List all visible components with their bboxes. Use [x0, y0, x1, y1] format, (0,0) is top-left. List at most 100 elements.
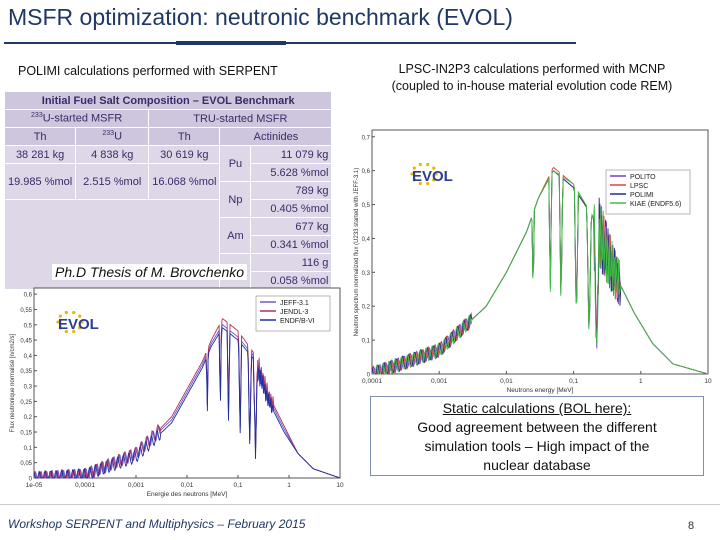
logo-star: [78, 326, 82, 330]
cell-am: Am: [219, 217, 252, 254]
logo-star: [78, 314, 82, 318]
left-flux-chart: 0 0,05 0,1 0,15 0,2 0,25 0,3 0,35 0,4 0,45 0,5 0,55…: [10, 287, 344, 498]
y-tick-label: 0,4: [362, 237, 371, 243]
cell: 16.068 %mol: [148, 163, 221, 200]
cell: 789 kg: [250, 181, 333, 200]
title-underline-accent: [176, 41, 286, 45]
legend-label: POLIMI: [630, 192, 654, 199]
x-axis-label: Neutrons energy [MeV]: [507, 387, 574, 394]
x-tick-label: 0,1: [233, 482, 242, 489]
col-header-actinides: Actinides: [219, 127, 333, 146]
legend-label: JENDL-3: [280, 309, 309, 316]
col-header-u233: 233U: [75, 127, 150, 146]
thesis-caption: Ph.D Thesis of M. Brovchenko: [52, 264, 248, 280]
x-tick-label: 0,01: [500, 378, 513, 385]
logo-star: [412, 166, 416, 170]
logo-star: [418, 162, 422, 167]
series-line-3: [33, 327, 341, 480]
y-tick-label: 0,2: [24, 415, 33, 421]
page-number: 8: [688, 520, 695, 532]
cell: 116 g: [250, 253, 333, 272]
logo-star: [72, 329, 76, 334]
x-tick-label: 0,0001: [75, 482, 95, 489]
evol-logo: EVOL: [410, 162, 453, 186]
y-tick-label: 0,4: [24, 354, 33, 360]
logo-star: [412, 178, 416, 182]
legend-label: POLITO: [630, 174, 656, 181]
legend-label: JEFF-3.1: [280, 300, 309, 307]
u-started-sup: 233: [31, 112, 43, 120]
y-tick-label: 0,6: [24, 293, 33, 299]
cell: 4 838 kg: [75, 145, 150, 164]
series-line-4: [371, 170, 709, 375]
logo-text: EVOL: [58, 316, 99, 333]
logo-star: [64, 310, 68, 315]
cell: 0.341 %mol: [250, 235, 333, 254]
static-line-4: nuclear database: [483, 457, 591, 473]
col-header-th-tru: Th: [148, 127, 221, 146]
x-axis-label: Energie des neutrons [MeV]: [147, 491, 228, 498]
u233-label: U: [114, 130, 123, 143]
evol-logo: EVOL: [56, 310, 99, 334]
x-tick-label: 0,01: [181, 482, 194, 489]
logo-star: [434, 172, 438, 176]
logo-text: EVOL: [412, 168, 453, 185]
table-title: Initial Fuel Salt Composition – EVOL Ben…: [3, 91, 333, 110]
static-title: Static calculations (BOL here):: [371, 399, 703, 418]
y-tick-label: 0,55: [20, 308, 32, 314]
left-caption: POLIMI calculations performed with SERPE…: [18, 64, 278, 78]
logo-star: [432, 178, 436, 182]
table-header-u-started: 233U-started MSFR: [3, 109, 150, 128]
y-tick-label: 0,15: [20, 431, 32, 437]
title-underline: [4, 42, 576, 44]
cell-np: Np: [219, 181, 252, 218]
u-started-label: U-started MSFR: [42, 112, 123, 125]
x-tick-label: 1e-05: [26, 482, 43, 489]
y-tick-label: 0,2: [362, 305, 371, 311]
y-tick-label: 0,05: [20, 461, 32, 467]
logo-star: [80, 320, 84, 324]
legend-box: [605, 169, 691, 215]
x-tick-label: 10: [704, 378, 712, 385]
x-tick-label: 1: [287, 482, 291, 489]
series-line-2: [33, 318, 341, 479]
y-tick-label: 0,6: [362, 169, 371, 175]
table-header-tru-started: TRU-started MSFR: [148, 109, 333, 128]
cell: 19.985 %mol: [3, 163, 77, 200]
right-caption-line2: (coupled to in-house material evolution …: [391, 79, 673, 93]
cell: 38 281 kg: [3, 145, 77, 164]
logo-star: [426, 181, 430, 186]
logo-star: [56, 320, 60, 324]
composition-table-wrapper: Initial Fuel Salt Composition – EVOL Ben…: [3, 91, 333, 290]
y-tick-label: 0,1: [24, 446, 33, 452]
x-tick-label: 1: [639, 378, 643, 385]
right-caption: LPSC-IN2P3 calculations performed with M…: [348, 61, 716, 95]
cell: 30 619 kg: [148, 145, 221, 164]
cell-pu: Pu: [219, 145, 252, 182]
logo-star: [58, 314, 62, 318]
x-tick-label: 0,1: [569, 378, 578, 385]
u233-sup: 233: [102, 130, 115, 138]
y-tick-label: 0,5: [362, 203, 371, 209]
static-calculations-box: Static calculations (BOL here): Good agr…: [370, 396, 704, 476]
y-tick-label: 0,45: [20, 339, 32, 345]
cell: 0.405 %mol: [250, 199, 333, 218]
x-tick-label: 0,0001: [362, 378, 382, 385]
static-title-text: Static calculations (BOL here):: [442, 400, 632, 416]
slide-title: MSFR optimization: neutronic benchmark (…: [8, 4, 513, 30]
logo-star: [72, 310, 76, 315]
footer-text: Workshop SERPENT and Multiphysics – Febr…: [8, 517, 306, 531]
x-tick-label: 10: [336, 482, 344, 489]
y-tick-label: 0,7: [362, 135, 371, 141]
plot-frame: [371, 129, 709, 375]
right-flux-chart: 0 0,1 0,2 0,3 0,4 0,5 0,6 0,7 0,0001 0,001 0,01 0,1…: [354, 129, 712, 394]
logo-star: [64, 329, 68, 334]
cell: 11 079 kg: [250, 145, 333, 164]
footer-divider: [0, 504, 720, 505]
logo-star: [426, 162, 430, 167]
legend-label: ENDF/B-VI: [280, 318, 315, 325]
cell: 2.515 %mol: [75, 163, 150, 200]
cell: 0.058 %mol: [250, 271, 333, 290]
y-axis-label: Flux neutronique normalisé [n/cm2/s]: [10, 333, 16, 432]
logo-star: [58, 326, 62, 330]
